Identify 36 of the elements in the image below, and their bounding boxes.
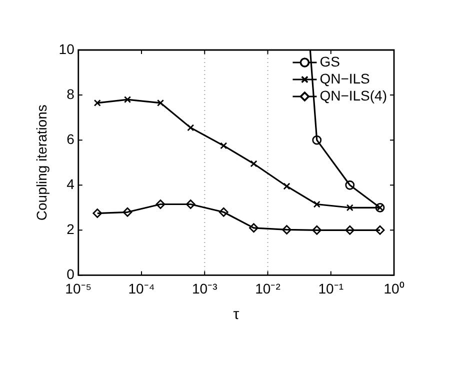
point: [218, 207, 228, 217]
point: [312, 225, 322, 235]
point: [345, 225, 355, 235]
point: [220, 142, 228, 150]
point: [94, 99, 101, 106]
point: [282, 225, 292, 234]
point: [346, 204, 354, 212]
y-tick-label: 8: [66, 86, 75, 102]
legend-label: GS: [320, 53, 340, 70]
point: [250, 160, 258, 168]
x-tick-label: 10⁻⁴: [128, 280, 155, 296]
y-tick-label: 2: [66, 221, 75, 238]
point: [283, 182, 290, 190]
point: [187, 124, 194, 132]
point: [124, 96, 132, 104]
x-tick-label: 10⁻¹: [318, 280, 344, 296]
y-tick-label: 6: [66, 130, 75, 147]
point: [122, 207, 132, 217]
y-tick-label: 10: [58, 40, 75, 57]
y-axis-title: Coupling iterations: [33, 104, 50, 221]
legend-label: QN−ILS: [320, 70, 370, 86]
legend-label: QN−ILS(4): [320, 87, 388, 104]
y-tick-label: 4: [66, 176, 75, 192]
point: [313, 200, 320, 208]
point: [249, 223, 258, 233]
x-tick-label: 10⁰: [384, 280, 404, 296]
x-tick-label: 10⁻³: [192, 280, 218, 296]
point: [92, 208, 102, 218]
point: [375, 225, 385, 235]
point: [186, 200, 196, 209]
point: [156, 200, 166, 209]
point: [156, 99, 164, 106]
x-axis-title: τ: [233, 306, 240, 324]
x-tick-label: 10⁻⁵: [65, 280, 92, 296]
x-tick-label: 10⁻²: [255, 280, 281, 296]
y-tick-label: 0: [66, 266, 75, 282]
